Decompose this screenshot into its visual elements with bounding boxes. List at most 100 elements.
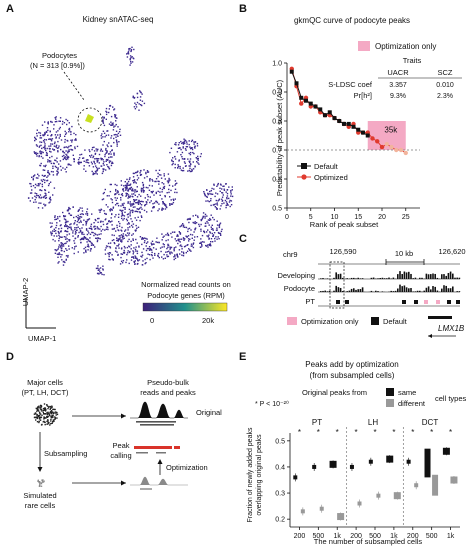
umap-point (206, 244, 209, 246)
umap-point (68, 233, 71, 235)
umap-point (85, 238, 88, 240)
umap-point (149, 196, 151, 198)
umap-point (50, 170, 53, 173)
umap-point (192, 151, 194, 154)
umap-point (105, 118, 107, 120)
umap-point (168, 184, 171, 187)
umap-point (117, 239, 119, 242)
track-signal-bar (441, 274, 443, 279)
umap-point (181, 254, 183, 256)
track-signal-bar (361, 278, 364, 279)
major-cell-dot (38, 418, 41, 420)
umap-point (214, 206, 216, 208)
umap-point (101, 133, 103, 135)
b-xtick-label: 0 (285, 214, 289, 221)
track-signal-bar (425, 273, 428, 279)
umap-point (210, 204, 212, 207)
umap-point (180, 225, 182, 227)
umap-point (162, 243, 164, 245)
umap-point (75, 215, 77, 218)
track-signal-bar (359, 278, 362, 279)
umap-point (38, 145, 41, 147)
b-point-default (304, 98, 308, 103)
umap-point (47, 170, 49, 172)
umap-point (136, 242, 138, 244)
umap-point (140, 187, 143, 190)
umap-point (143, 241, 146, 244)
umap-point (129, 184, 131, 186)
umap-point (141, 254, 144, 256)
umap-point (127, 53, 130, 55)
umap-point (141, 93, 143, 95)
umap-point (216, 224, 219, 226)
umap-point (117, 135, 119, 137)
umap-point (213, 188, 215, 190)
umap-point (115, 139, 118, 141)
umap-point (70, 164, 72, 166)
e-dct500-diff-box (432, 474, 439, 496)
panel-d-letter: D (6, 351, 14, 363)
umap-point (61, 254, 63, 256)
umap-point (51, 138, 54, 140)
umap-point (193, 222, 195, 224)
umap-point (177, 167, 179, 169)
umap-point (128, 184, 130, 186)
umap-point (143, 237, 146, 239)
umap-point (65, 223, 67, 226)
umap-point (136, 186, 138, 188)
umap-point (37, 207, 40, 209)
umap-point (134, 194, 136, 196)
umap-point (147, 253, 149, 255)
umap-point (174, 257, 177, 259)
umap-point (139, 219, 141, 222)
umap-point (107, 145, 109, 148)
umap-point (135, 256, 137, 258)
umap-point (57, 140, 59, 143)
e-point-different (337, 513, 345, 521)
e-point-same (368, 459, 373, 464)
umap-point (43, 165, 45, 167)
umap-point (123, 202, 125, 205)
major-cell-dot (53, 408, 55, 411)
umap-point (162, 208, 164, 210)
umap-point (54, 230, 57, 232)
track-signal-bar (456, 291, 458, 292)
umap-point (190, 163, 192, 166)
umap-point (152, 243, 154, 245)
umap-point (170, 199, 172, 201)
umap-point (136, 190, 138, 192)
umap-point (186, 250, 189, 252)
umap-point (87, 243, 89, 246)
umap-point (115, 136, 117, 138)
umap-point (83, 160, 85, 162)
umap-point (133, 57, 135, 60)
umap-point (100, 135, 102, 137)
umap-point (210, 228, 213, 230)
umap-point (56, 173, 58, 175)
umap-point (45, 130, 48, 133)
umap-point (42, 146, 45, 149)
umap-point (184, 238, 186, 240)
umap-point (221, 188, 223, 190)
track-signal-bar (333, 290, 335, 292)
umap-point (101, 150, 104, 152)
group-label-pt: PT (312, 418, 322, 427)
umap-point (160, 177, 163, 179)
major-cell-dot (35, 419, 37, 421)
umap-point (44, 181, 46, 184)
umap-point (168, 177, 170, 180)
umap-point (180, 244, 182, 246)
umap-point (40, 202, 42, 204)
umap-point (84, 149, 86, 151)
umap-point (167, 239, 169, 241)
track-signal-bar (394, 290, 397, 292)
umap-point (168, 191, 170, 194)
umap-point (156, 237, 158, 239)
umap-point (133, 257, 135, 259)
umap-point (38, 155, 40, 158)
umap-point (173, 231, 176, 233)
umap-point (90, 154, 93, 156)
umap-point (185, 226, 188, 229)
umap-point (73, 242, 76, 244)
umap-point (152, 203, 154, 205)
